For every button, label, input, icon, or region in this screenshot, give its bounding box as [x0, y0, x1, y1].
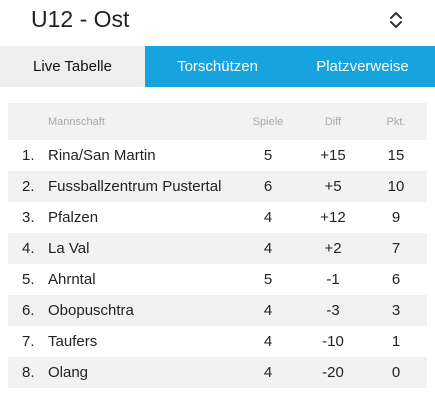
row-team: Rina/San Martin — [48, 147, 156, 164]
row-rank: 5. — [22, 271, 35, 288]
row-games: 4 — [263, 333, 273, 350]
row-diff: -3 — [326, 302, 340, 319]
table-row[interactable]: 7. Taufers 4 -10 1 — [8, 326, 427, 357]
row-games: 5 — [263, 271, 273, 288]
row-rank: 6. — [22, 302, 35, 319]
row-points: 1 — [391, 333, 401, 350]
row-team: La Val — [48, 240, 90, 257]
row-team: Olang — [48, 364, 89, 381]
row-diff: +15 — [320, 147, 346, 164]
tab-bar: Live Tabelle Torschützen Platzverweise — [0, 46, 435, 87]
column-header-games: Spiele — [252, 115, 284, 128]
row-games: 4 — [263, 240, 273, 257]
row-diff: +5 — [324, 178, 342, 195]
row-diff: +12 — [320, 209, 346, 226]
row-team: Ahrntal — [48, 271, 96, 288]
row-games: 5 — [263, 147, 273, 164]
row-rank: 7. — [22, 333, 35, 350]
row-points: 0 — [391, 364, 401, 381]
row-rank: 1. — [22, 147, 35, 164]
table-row[interactable]: 1. Rina/San Martin 5 +15 15 — [8, 140, 427, 171]
row-team: Taufers — [48, 333, 98, 350]
row-points: 9 — [391, 209, 401, 226]
row-rank: 4. — [22, 240, 35, 257]
row-games: 4 — [263, 364, 273, 381]
up-down-chevron-icon[interactable] — [387, 9, 405, 31]
row-games: 4 — [263, 209, 273, 226]
row-points: 6 — [391, 271, 401, 288]
row-diff: -1 — [326, 271, 340, 288]
standings-table: Mannschaft Spiele Diff Pkt. 1. Rina/San … — [8, 103, 427, 388]
tab-scorers[interactable]: Torschützen — [145, 46, 290, 87]
column-header-team: Mannschaft — [48, 115, 105, 128]
tab-live-table[interactable]: Live Tabelle — [0, 46, 145, 87]
row-diff: -10 — [322, 333, 344, 350]
row-rank: 2. — [22, 178, 35, 195]
row-diff: -20 — [322, 364, 344, 381]
table-header: Mannschaft Spiele Diff Pkt. — [8, 103, 427, 140]
row-points: 3 — [391, 302, 401, 319]
row-rank: 8. — [22, 364, 35, 381]
row-team: Obopuschtra — [48, 302, 134, 319]
table-row[interactable]: 2. Fussballzentrum Pustertal 6 +5 10 — [8, 171, 427, 202]
row-rank: 3. — [22, 209, 35, 226]
league-title: U12 - Ost — [31, 6, 130, 32]
row-team: Pfalzen — [48, 209, 99, 226]
row-points: 10 — [387, 178, 405, 195]
table-row[interactable]: 3. Pfalzen 4 +12 9 — [8, 202, 427, 233]
table-row[interactable]: 4. La Val 4 +2 7 — [8, 233, 427, 264]
tab-expulsions[interactable]: Platzverweise — [290, 46, 435, 87]
row-points: 15 — [387, 147, 405, 164]
row-games: 6 — [263, 178, 273, 195]
column-header-points: Pkt. — [386, 115, 406, 128]
table-row[interactable]: 6. Obopuschtra 4 -3 3 — [8, 295, 427, 326]
table-row[interactable]: 5. Ahrntal 5 -1 6 — [8, 264, 427, 295]
table-row[interactable]: 8. Olang 4 -20 0 — [8, 357, 427, 388]
row-team: Fussballzentrum Pustertal — [48, 178, 222, 195]
row-games: 4 — [263, 302, 273, 319]
column-header-diff: Diff — [324, 115, 342, 128]
row-points: 7 — [391, 240, 401, 257]
row-diff: +2 — [324, 240, 342, 257]
header: U12 - Ost — [0, 0, 435, 46]
